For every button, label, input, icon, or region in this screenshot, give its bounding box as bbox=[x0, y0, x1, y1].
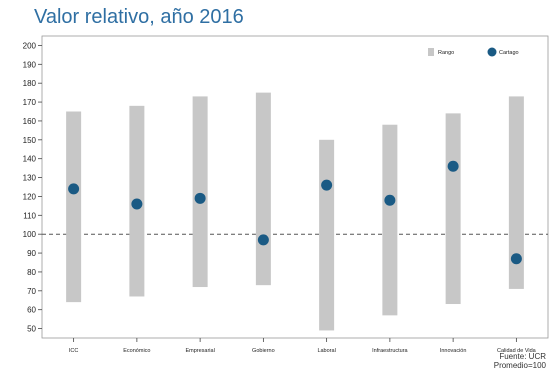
range-bar bbox=[319, 139, 335, 331]
chart-title: Valor relativo, año 2016 bbox=[34, 6, 244, 28]
y-tick-label: 50 bbox=[27, 325, 36, 334]
range-bar bbox=[192, 96, 208, 288]
y-tick-label: 140 bbox=[23, 155, 37, 164]
category-label: ICC bbox=[69, 348, 79, 354]
data-point bbox=[321, 179, 333, 191]
source-line: Fuente: UCR bbox=[499, 352, 546, 361]
legend-label-point: Cartago bbox=[499, 50, 519, 56]
y-tick-label: 180 bbox=[23, 79, 37, 88]
legend-label-range: Rango bbox=[438, 50, 454, 56]
data-point bbox=[510, 253, 522, 265]
data-point bbox=[68, 183, 80, 195]
category-label: Laboral bbox=[317, 348, 335, 354]
range-bar bbox=[255, 92, 271, 286]
legend-swatch-range bbox=[428, 48, 434, 56]
y-tick-label: 170 bbox=[23, 98, 37, 107]
y-tick-label: 110 bbox=[23, 211, 36, 220]
y-tick-label: 130 bbox=[23, 174, 37, 183]
data-point bbox=[257, 234, 269, 246]
y-tick-label: 70 bbox=[27, 287, 36, 296]
plot-frame bbox=[41, 35, 549, 339]
range-bar bbox=[445, 113, 461, 305]
y-tick-label: 90 bbox=[27, 249, 36, 258]
category-label: Innovación bbox=[440, 348, 467, 354]
legend-swatch-point bbox=[487, 47, 497, 57]
y-tick-label: 200 bbox=[23, 41, 37, 50]
data-point bbox=[194, 192, 206, 204]
y-tick-label: 160 bbox=[23, 117, 37, 126]
range-bar bbox=[508, 96, 524, 289]
source-note: Fuente: UCR Promedio=100 bbox=[494, 352, 546, 370]
category-label: Infraestructura bbox=[372, 348, 408, 354]
y-tick-label: 80 bbox=[27, 268, 36, 277]
data-point bbox=[384, 194, 396, 206]
y-tick-label: 100 bbox=[23, 230, 37, 239]
y-tick-label: 60 bbox=[27, 306, 36, 315]
category-label: Calidad de Vida bbox=[497, 348, 537, 354]
category-label: Empresarial bbox=[185, 348, 214, 354]
category-label: Gobierno bbox=[252, 348, 275, 354]
y-tick-label: 150 bbox=[23, 136, 37, 145]
y-tick-label: 120 bbox=[23, 192, 37, 201]
range-bar bbox=[66, 111, 82, 303]
baseline-note: Promedio=100 bbox=[493, 361, 546, 370]
y-tick-label: 190 bbox=[23, 60, 37, 69]
category-label: Económico bbox=[123, 348, 150, 354]
data-point bbox=[131, 198, 143, 210]
range-bar bbox=[382, 124, 398, 316]
data-point bbox=[447, 160, 459, 172]
